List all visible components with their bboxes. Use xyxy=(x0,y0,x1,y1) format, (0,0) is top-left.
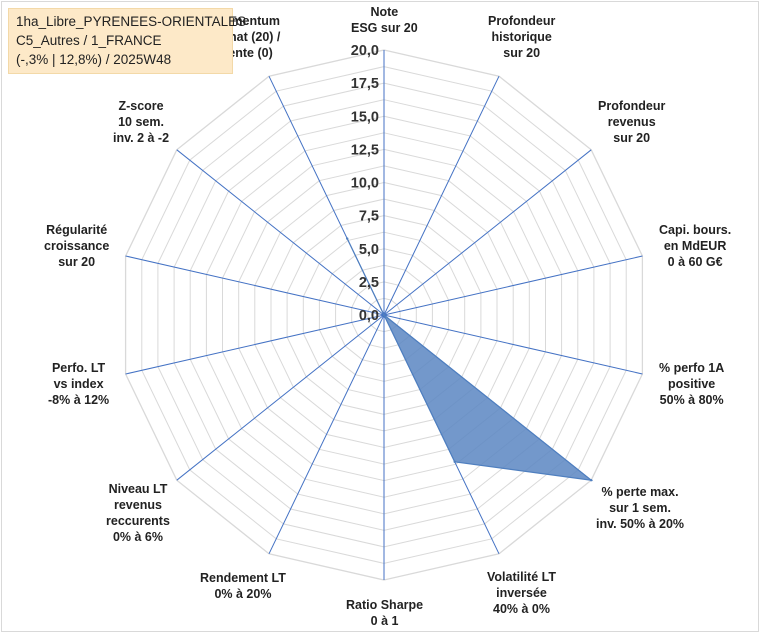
axis-label: % perfo 1A positive 50% à 80% xyxy=(659,360,724,408)
axis-label-line: Profondeur xyxy=(488,14,556,28)
axis-label-line: Régularité xyxy=(46,223,108,237)
axis-label-line: inv. 2 à -2 xyxy=(113,131,170,145)
data-series-area xyxy=(346,238,594,482)
axis-label-line: -8% à 12% xyxy=(48,393,110,407)
axis-label: Ratio Sharpe 0 à 1 xyxy=(346,597,423,629)
axis-label-line: 10 sem. xyxy=(118,115,164,129)
axis-label-line: reccurents xyxy=(106,514,170,528)
axis-label-line: historique xyxy=(491,30,552,44)
axis-spoke xyxy=(383,314,643,375)
axis-label-line: positive xyxy=(668,377,716,391)
chart-title-line-1: 1ha_Libre_PYRENEES-ORIENTALES xyxy=(16,14,247,29)
axis-label-line: 0% à 6% xyxy=(112,530,163,544)
axis-label: Profondeur revenus sur 20 xyxy=(598,98,665,146)
axis-label-line: Note xyxy=(370,5,399,19)
chart-title-line-2: C5_Autres / 1_FRANCE xyxy=(16,33,162,48)
axis-label-line: Volatilité LT xyxy=(487,570,556,584)
axis-label-line: ESG sur 20 xyxy=(351,21,418,35)
axis-spoke xyxy=(176,149,385,316)
axis-label-line: % perte max. xyxy=(601,485,679,499)
axis-spoke xyxy=(125,314,385,375)
tick-label: 15,0 xyxy=(351,109,379,125)
axis-spoke xyxy=(383,149,592,316)
axis-label: Niveau LT revenus reccurents 0% à 6% xyxy=(106,481,170,545)
axis-label-line: Rendement LT xyxy=(200,571,286,585)
axis-spoke xyxy=(383,255,643,316)
axis-label-line: sur 20 xyxy=(58,255,96,269)
axis-label-line: Capi. bours. xyxy=(659,223,732,237)
axis-label: Régularité croissance sur 20 xyxy=(44,222,109,270)
axis-spoke xyxy=(125,255,385,316)
axis-label-line: 50% à 80% xyxy=(659,393,724,407)
axis-label: Note ESG sur 20 xyxy=(351,4,418,36)
tick-label: 12,5 xyxy=(351,142,379,158)
axis-label-line: revenus xyxy=(607,115,656,129)
chart-title-line-3: (-,3% | 12,8%) / 2025W48 xyxy=(16,52,172,67)
axis-label-line: revenus xyxy=(113,498,162,512)
axis-label: Z-score 10 sem. inv. 2 à -2 xyxy=(113,98,169,146)
tick-label: 17,5 xyxy=(351,76,379,92)
axis-label-line: Z-score xyxy=(118,99,164,113)
axis-label-line: sur 20 xyxy=(613,131,651,145)
axis-label-line: Perfo. LT xyxy=(51,361,106,375)
data-point xyxy=(453,460,456,463)
axis-label-line: croissance xyxy=(44,239,110,253)
axis-label-line: Niveau LT xyxy=(108,482,168,496)
axis-label-line: 0 à 1 xyxy=(370,614,399,628)
tick-label: 7,5 xyxy=(359,209,379,225)
axis-label-line: inv. 50% à 20% xyxy=(596,517,685,531)
tick-label: 0,0 xyxy=(359,308,379,324)
tick-label: 20,0 xyxy=(351,43,379,59)
axis-label-line: sur 1 sem. xyxy=(609,501,671,515)
axis-label-line: 0 à 60 G€ xyxy=(667,255,723,269)
axis-label: Perfo. LT vs index -8% à 12% xyxy=(48,360,109,408)
axis-label: Rendement LT 0% à 20% xyxy=(200,570,286,602)
tick-label: 10,0 xyxy=(351,176,379,192)
axis-spoke xyxy=(268,314,385,555)
axis-label-line: % perfo 1A xyxy=(659,361,725,375)
data-point xyxy=(590,479,593,482)
chart-title-box: 1ha_Libre_PYRENEES-ORIENTALES C5_Autres … xyxy=(8,8,247,74)
tick-label: 2,5 xyxy=(359,275,379,291)
axis-label-line: Ratio Sharpe xyxy=(346,598,424,612)
data-point xyxy=(382,313,386,317)
axis-label-line: inversée xyxy=(496,586,547,600)
axis-label-line: Profondeur xyxy=(598,99,666,113)
data-point xyxy=(346,237,349,240)
axis-label-line: sur 20 xyxy=(503,46,541,60)
axis-label: Volatilité LT inversée 40% à 0% xyxy=(487,569,556,617)
axis-label-line: 0% à 20% xyxy=(214,587,272,601)
axis-label-line: en MdEUR xyxy=(663,239,727,253)
axis-label-line: 40% à 0% xyxy=(493,602,550,616)
axis-label: % perte max. sur 1 sem. inv. 50% à 20% xyxy=(596,484,684,532)
axis-label-line: Vente (0) xyxy=(220,46,273,60)
axis-label-line: vs index xyxy=(53,377,104,391)
axis-spoke xyxy=(383,75,500,316)
axis-label: Profondeur historique sur 20 xyxy=(488,13,555,61)
axis-spoke xyxy=(176,314,385,481)
tick-label: 5,0 xyxy=(359,242,379,258)
axis-label: Capi. bours. en MdEUR 0 à 60 G€ xyxy=(659,222,731,270)
